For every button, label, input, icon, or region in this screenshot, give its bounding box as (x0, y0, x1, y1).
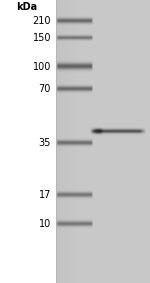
Text: 35: 35 (39, 138, 51, 148)
Text: 100: 100 (33, 61, 51, 72)
Text: kDa: kDa (16, 2, 38, 12)
Text: 150: 150 (33, 33, 51, 43)
Text: 70: 70 (39, 84, 51, 94)
Text: 210: 210 (33, 16, 51, 26)
Text: 10: 10 (39, 218, 51, 229)
Text: 17: 17 (39, 190, 51, 200)
